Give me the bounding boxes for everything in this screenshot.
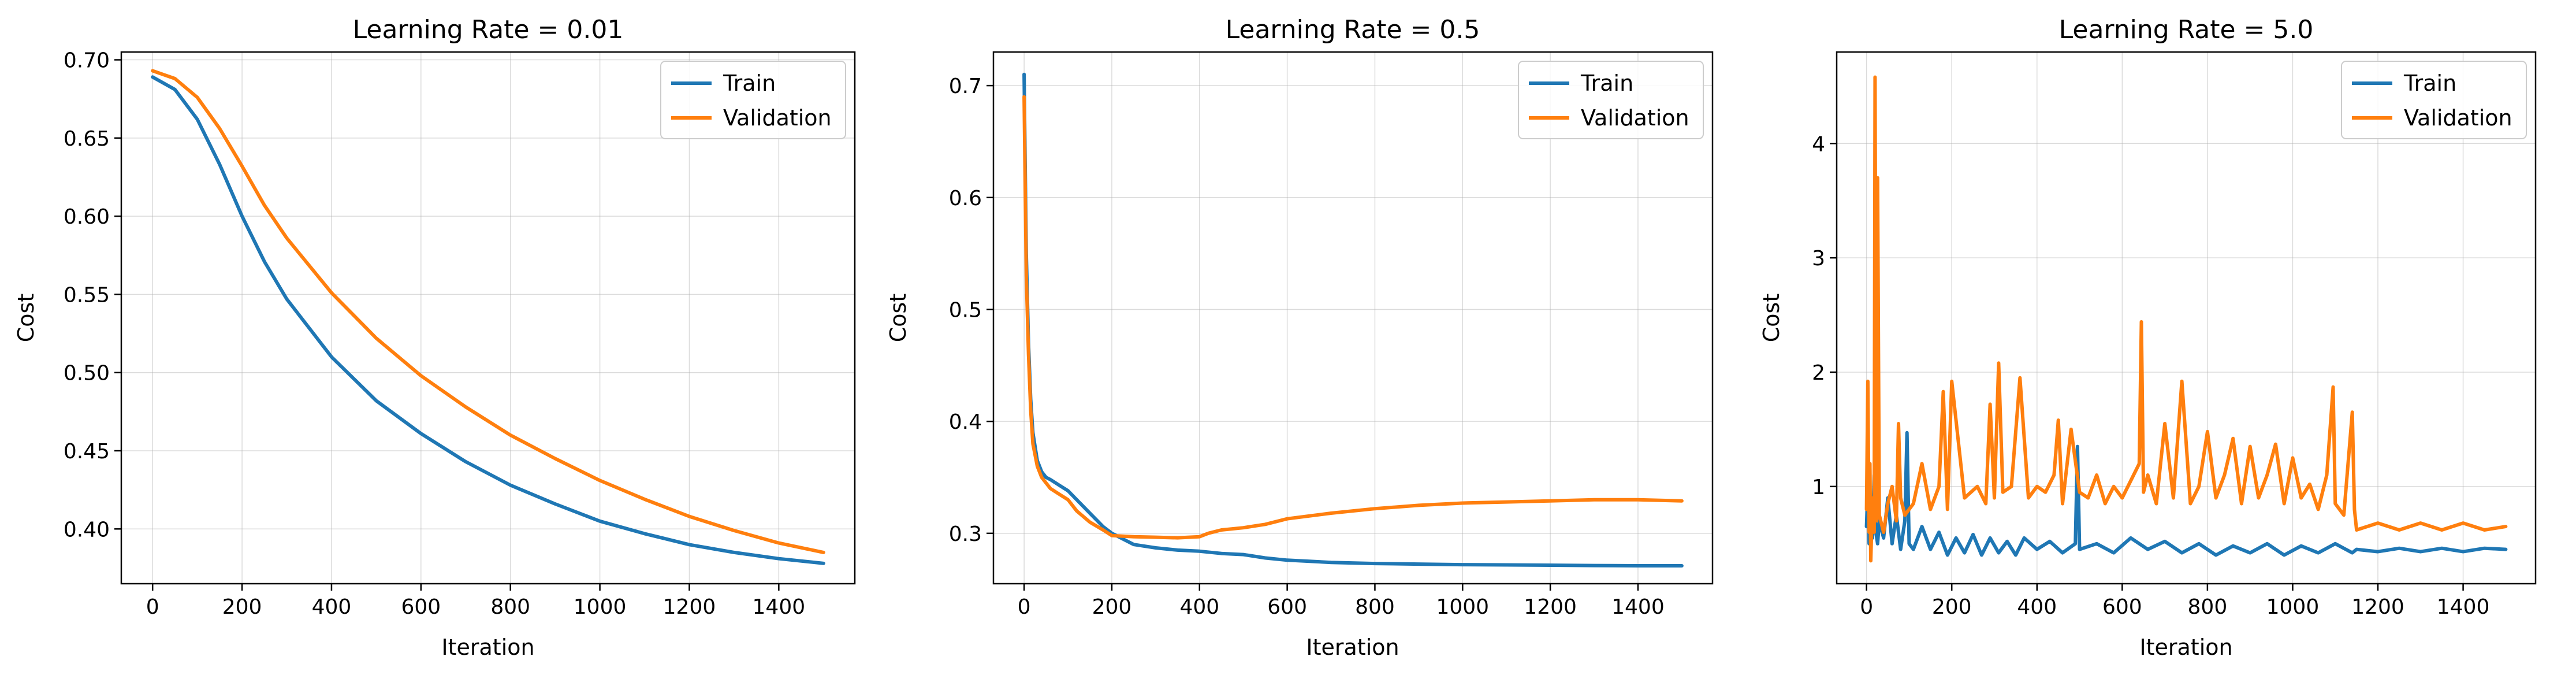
y-tick-label: 0.70 <box>64 49 110 73</box>
x-tick-label: 400 <box>1179 595 1219 619</box>
y-axis-label: Cost <box>885 294 911 342</box>
y-tick-label: 0.65 <box>64 127 110 151</box>
y-axis-label: Cost <box>13 294 39 342</box>
axes-frame <box>120 51 856 585</box>
x-tick-label: 0 <box>1860 595 1873 619</box>
chart-panel-lr-0.5: Learning Rate = 0.5 Iteration Cost 0 200 4… <box>885 15 1714 660</box>
y-tick-label: 0.60 <box>64 205 110 229</box>
y-tick-label: 0.7 <box>949 75 982 98</box>
x-tick-label: 1000 <box>574 595 627 619</box>
series-line-validation <box>151 69 825 554</box>
x-tick-label: 400 <box>312 595 352 619</box>
y-tick-label: 0.4 <box>949 410 982 434</box>
chart-panel-lr-5.0: Learning Rate = 5.0 Iteration Cost 0 200 4… <box>1759 15 2537 660</box>
x-tick-label: 1200 <box>2351 595 2404 619</box>
y-tick-label: 4 <box>1812 132 1825 156</box>
x-tick-label: 800 <box>490 595 530 619</box>
x-tick-label: 1200 <box>1524 595 1577 619</box>
plot-area <box>1022 72 1684 568</box>
y-tick-label: 3 <box>1812 247 1825 270</box>
legend-label-validation: Validation <box>2404 105 2512 131</box>
chart-title: Learning Rate = 0.5 <box>1226 15 1480 44</box>
legend-label-train: Train <box>723 71 776 96</box>
plot-area <box>151 69 825 565</box>
x-tick-label: 0 <box>146 595 159 619</box>
x-tick-label: 400 <box>2017 595 2057 619</box>
x-axis-label: Iteration <box>2139 635 2232 660</box>
axes-frame <box>992 51 1714 585</box>
x-tick-label: 800 <box>2188 595 2228 619</box>
y-tick-label: 0.50 <box>64 362 110 385</box>
x-tick-label: 200 <box>1092 595 1132 619</box>
y-tick-label: 0.40 <box>64 518 110 542</box>
y-axis-label: Cost <box>1759 294 1784 342</box>
axes-frame <box>1836 51 2537 585</box>
series-line-train <box>151 75 825 565</box>
chart-title: Learning Rate = 5.0 <box>2059 15 2314 44</box>
legend: Train Validation <box>2341 61 2527 139</box>
x-tick-label: 1400 <box>1611 595 1665 619</box>
y-tick-label: 0.55 <box>64 283 110 307</box>
legend-label-validation: Validation <box>1581 105 1689 131</box>
x-tick-label: 200 <box>1932 595 1972 619</box>
plot-area <box>1864 75 2508 563</box>
legend: Train Validation <box>1518 61 1704 139</box>
x-tick-label: 1200 <box>663 595 716 619</box>
ticks: 0 200 400 600 800 1000 1200 1400 0.40 0.45 0.50 0.5… <box>64 49 805 619</box>
chart-title: Learning Rate = 0.01 <box>353 15 624 44</box>
x-tick-label: 800 <box>1355 595 1395 619</box>
ticks: 0 200 400 600 800 1000 1200 1400 0.3 0.4 0.5 0.6 0.7 <box>949 75 1665 619</box>
x-tick-label: 600 <box>401 595 441 619</box>
x-axis-label: Iteration <box>1306 635 1399 660</box>
y-tick-label: 2 <box>1812 361 1825 385</box>
ticks: 0 200 400 600 800 1000 1200 1400 1 2 3 4 <box>1812 132 2489 619</box>
grid <box>993 52 1713 584</box>
x-tick-label: 1400 <box>753 595 806 619</box>
legend-label-train: Train <box>2403 71 2456 96</box>
y-tick-label: 0.6 <box>949 187 982 210</box>
chart-panel-lr-0.01: Learning Rate = 0.01 Iteration Cost 0 200… <box>13 15 856 660</box>
x-tick-label: 1000 <box>2266 595 2320 619</box>
x-tick-label: 600 <box>2102 595 2142 619</box>
legend-label-train: Train <box>1580 71 1633 96</box>
x-tick-label: 600 <box>1267 595 1307 619</box>
series-line-validation <box>1864 75 2508 563</box>
y-tick-label: 0.45 <box>64 440 110 463</box>
y-tick-label: 0.5 <box>949 298 982 322</box>
x-tick-label: 0 <box>1018 595 1031 619</box>
x-tick-label: 1000 <box>1436 595 1489 619</box>
x-tick-label: 200 <box>222 595 262 619</box>
y-tick-label: 0.3 <box>949 522 982 546</box>
x-axis-label: Iteration <box>441 635 534 660</box>
series-line-validation <box>1022 95 1684 540</box>
legend-label-validation: Validation <box>723 105 832 131</box>
legend: Train Validation <box>660 61 846 139</box>
x-tick-label: 1400 <box>2437 595 2490 619</box>
y-tick-label: 1 <box>1812 476 1825 499</box>
